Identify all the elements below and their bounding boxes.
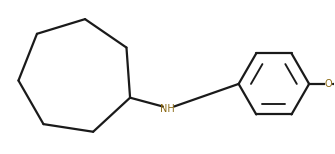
Text: O: O <box>324 79 332 89</box>
Text: NH: NH <box>160 104 175 114</box>
